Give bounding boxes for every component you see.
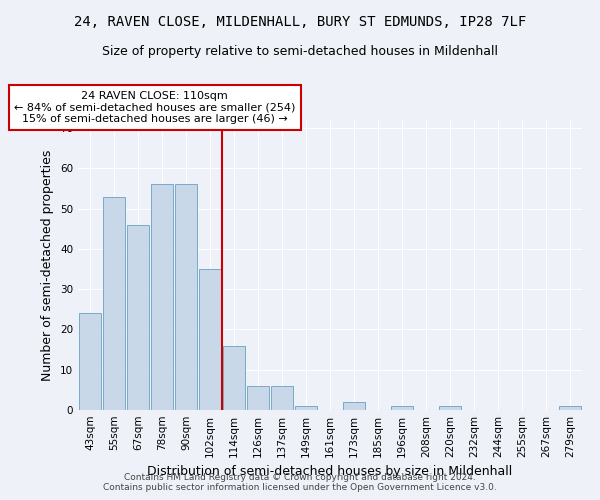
Text: Contains HM Land Registry data © Crown copyright and database right 2024.
Contai: Contains HM Land Registry data © Crown c… [103,473,497,492]
Bar [151,184,173,410]
Bar [127,224,149,410]
Bar [271,386,293,410]
Bar [247,386,269,410]
X-axis label: Distribution of semi-detached houses by size in Mildenhall: Distribution of semi-detached houses by … [148,466,512,478]
Text: 24, RAVEN CLOSE, MILDENHALL, BURY ST EDMUNDS, IP28 7LF: 24, RAVEN CLOSE, MILDENHALL, BURY ST EDM… [74,15,526,29]
Text: 24 RAVEN CLOSE: 110sqm
← 84% of semi-detached houses are smaller (254)
15% of se: 24 RAVEN CLOSE: 110sqm ← 84% of semi-det… [14,91,295,124]
Bar [175,184,197,410]
Bar [103,196,125,410]
Text: Size of property relative to semi-detached houses in Mildenhall: Size of property relative to semi-detach… [102,45,498,58]
Bar [343,402,365,410]
Bar [199,269,221,410]
Bar [391,406,413,410]
Bar [223,346,245,410]
Bar [295,406,317,410]
Bar [439,406,461,410]
Bar [559,406,581,410]
Y-axis label: Number of semi-detached properties: Number of semi-detached properties [41,150,55,380]
Bar [79,314,101,410]
